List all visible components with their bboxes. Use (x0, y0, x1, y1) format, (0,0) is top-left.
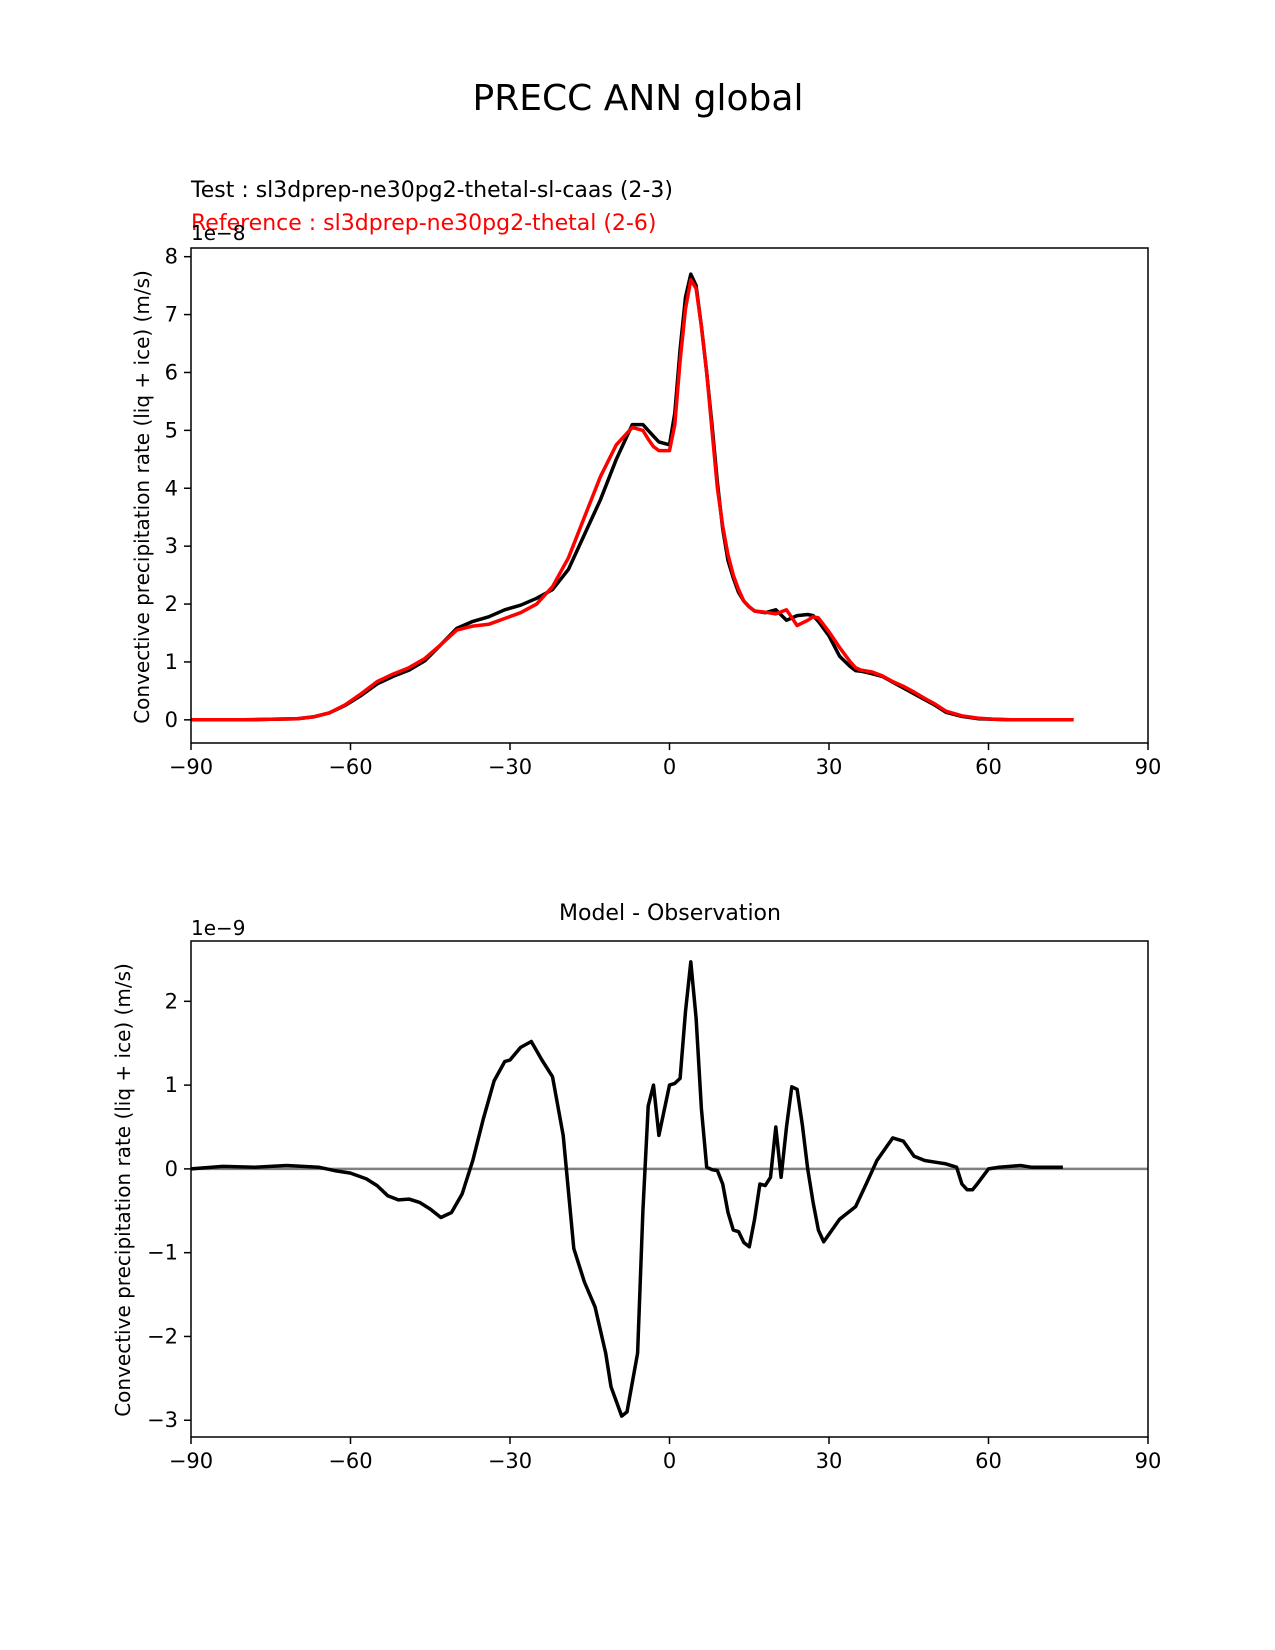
bottom-series-model-observation (190, 960, 1063, 1418)
top-xtick-label: 30 (816, 755, 843, 779)
top-plot-area: −90 −60 −30 0 30 60 90 0 1 2 3 4 5 6 7 8 (165, 245, 1162, 779)
top-panel: Test : sl3dprep-ne30pg2-thetal-sl-caas (… (130, 178, 1161, 779)
top-ytick-label: 4 (165, 476, 178, 500)
top-xtick-label: 0 (663, 755, 676, 779)
figure-title: PRECC ANN global (473, 78, 804, 119)
bottom-xtick-label: 0 (663, 1449, 676, 1473)
bottom-ytick-label: 2 (165, 989, 178, 1013)
top-series-test (191, 272, 1074, 722)
bottom-panel: Model - Observation 1e−9 Convective prec… (111, 901, 1161, 1473)
top-ytick-label: 8 (165, 245, 178, 269)
top-xtick-label: −60 (328, 755, 372, 779)
test-label: Test : sl3dprep-ne30pg2-thetal-sl-caas (… (190, 178, 673, 203)
bottom-xtick-label: 90 (1135, 1449, 1162, 1473)
bottom-ytick-label: −3 (147, 1408, 178, 1432)
top-ytick-label: 2 (165, 592, 178, 616)
reference-label: Reference : sl3dprep-ne30pg2-thetal (2-6… (191, 211, 656, 236)
bottom-xtick-label: −30 (488, 1449, 532, 1473)
top-xtick-label: −90 (169, 755, 213, 779)
top-ytick-label: 1 (165, 650, 178, 674)
top-ytick-label: 7 (165, 303, 178, 327)
bottom-ytick-label: −2 (147, 1324, 178, 1348)
top-ylabel: Convective precipitation rate (liq + ice… (130, 270, 154, 724)
bottom-ylabel: Convective precipitation rate (liq + ice… (111, 963, 135, 1417)
top-ytick-label: 3 (165, 534, 178, 558)
bottom-xtick-label: 30 (816, 1449, 843, 1473)
bottom-xtick-label: −90 (169, 1449, 213, 1473)
bottom-ytick-label: 1 (165, 1073, 178, 1097)
bottom-xtick-label: −60 (328, 1449, 372, 1473)
bottom-xtick-label: 60 (975, 1449, 1002, 1473)
top-ytick-label: 0 (165, 708, 178, 732)
top-xtick-label: −30 (488, 755, 532, 779)
bottom-title: Model - Observation (559, 901, 781, 926)
bottom-offset-text: 1e−9 (191, 916, 246, 940)
top-axes-frame (190, 247, 1149, 744)
top-ytick-label: 6 (165, 360, 178, 384)
bottom-ytick-label: −1 (147, 1241, 178, 1265)
top-xtick-label: 90 (1135, 755, 1162, 779)
top-offset-text: 1e−8 (191, 221, 246, 245)
top-series-reference (191, 278, 1074, 722)
bottom-ytick-label: 0 (165, 1157, 178, 1181)
top-ytick-label: 5 (165, 418, 178, 442)
bottom-axes-frame (190, 940, 1149, 1438)
top-xtick-label: 60 (975, 755, 1002, 779)
bottom-plot-area: −90 −60 −30 0 30 60 90 −3 −2 −1 0 1 2 (147, 940, 1162, 1473)
